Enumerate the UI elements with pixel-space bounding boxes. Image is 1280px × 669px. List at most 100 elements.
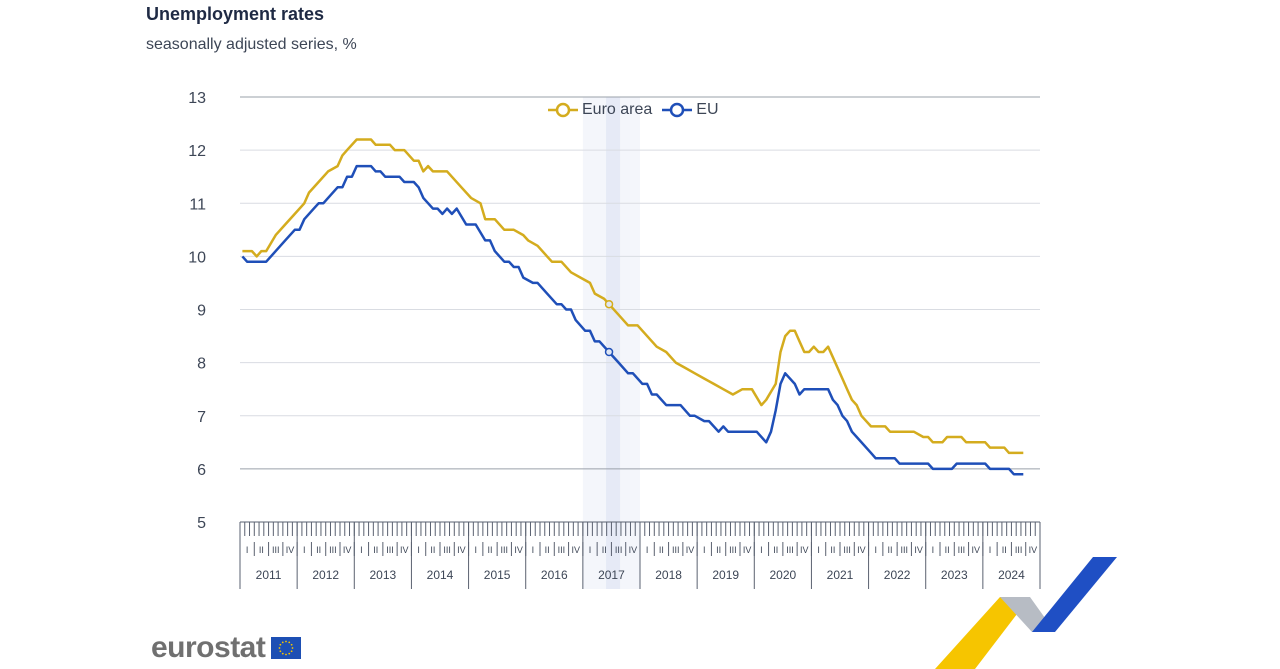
x-year-label: 2011 xyxy=(256,568,282,582)
x-year-label: 2016 xyxy=(541,568,568,582)
x-quarter-label: I xyxy=(760,545,763,555)
x-quarter-label: II xyxy=(487,545,492,555)
y-tick-label: 9 xyxy=(197,303,206,320)
x-year-label: 2015 xyxy=(484,568,511,582)
x-quarter-label: I xyxy=(874,545,877,555)
flag-star xyxy=(288,652,291,655)
x-year-label: 2024 xyxy=(998,568,1025,582)
legend-item-euro-area[interactable]: Euro area xyxy=(548,101,652,119)
flag-star xyxy=(278,647,281,649)
chart-subtitle: seasonally adjusted series, % xyxy=(146,36,357,53)
x-quarter-label: II xyxy=(316,545,321,555)
legend-label-eu: EU xyxy=(696,101,719,118)
x-year-label: 2014 xyxy=(427,568,454,582)
x-quarter-label: I xyxy=(532,545,535,555)
legend-eu-swatch xyxy=(662,102,693,118)
ribbon-blue-band xyxy=(1032,557,1117,632)
x-quarter-label: III xyxy=(272,545,280,555)
x-quarter-label: I xyxy=(703,545,706,555)
flag-star xyxy=(279,643,282,646)
x-quarter-label: IV xyxy=(800,545,809,555)
y-tick-label: 8 xyxy=(197,356,206,373)
x-quarter-label: IV xyxy=(743,545,752,555)
x-quarter-label: III xyxy=(329,545,337,555)
x-year-label: 2020 xyxy=(770,568,797,582)
x-quarter-label: IV xyxy=(457,545,466,555)
x-quarter-label: IV xyxy=(400,545,409,555)
x-quarter-label: I xyxy=(417,545,420,555)
x-quarter-label: IV xyxy=(1029,545,1038,555)
ribbon-yellow-band xyxy=(935,597,1030,669)
x-quarter-label: II xyxy=(1002,545,1007,555)
x-year-label: 2013 xyxy=(370,568,397,582)
flag-star xyxy=(282,652,285,655)
flag-star xyxy=(285,653,288,656)
flag-star xyxy=(291,643,293,646)
y-tick-label: 12 xyxy=(188,143,206,160)
y-tick-label: 11 xyxy=(189,196,206,213)
x-year-label: 2022 xyxy=(884,568,911,582)
x-quarter-label: III xyxy=(1015,545,1023,555)
chart-title: Unemployment rates xyxy=(146,4,325,24)
legend-euro-area-swatch xyxy=(548,102,578,118)
x-quarter-label: I xyxy=(589,545,592,555)
x-quarter-label: I xyxy=(646,545,649,555)
x-quarter-label: III xyxy=(558,545,566,555)
logo-text: eurostat xyxy=(151,631,266,664)
x-quarter-label: IV xyxy=(514,545,523,555)
x-quarter-label: I xyxy=(932,545,935,555)
x-quarter-label: III xyxy=(729,545,737,555)
y-tick-label: 5 xyxy=(197,515,206,532)
y-tick-label: 7 xyxy=(197,409,206,426)
x-quarter-label: II xyxy=(945,545,950,555)
x-quarter-label: IV xyxy=(343,545,352,555)
x-quarter-label: IV xyxy=(571,545,580,555)
x-quarter-label: III xyxy=(843,545,851,555)
x-quarter-label: I xyxy=(474,545,477,555)
x-quarter-label: IV xyxy=(914,545,923,555)
x-quarter-label: III xyxy=(958,545,966,555)
legend-item-eu[interactable]: EU xyxy=(662,101,719,119)
x-year-label: 2017 xyxy=(598,568,625,582)
x-quarter-label: III xyxy=(443,545,451,555)
x-year-label: 2021 xyxy=(827,568,854,582)
x-quarter-label: III xyxy=(501,545,509,555)
x-quarter-label: IV xyxy=(971,545,980,555)
x-quarter-label: II xyxy=(773,545,778,555)
flag-star xyxy=(285,640,288,643)
legend-label-euro-area: Euro area xyxy=(582,101,653,118)
x-quarter-label: II xyxy=(373,545,378,555)
flag-star xyxy=(291,650,293,653)
x-quarter-label: III xyxy=(901,545,909,555)
series-euro-area-line[interactable] xyxy=(242,138,1024,455)
x-quarter-label: I xyxy=(989,545,992,555)
x-year-label: 2012 xyxy=(312,568,339,582)
y-tick-label: 13 xyxy=(188,90,206,107)
eu-flag-icon xyxy=(271,637,302,659)
x-quarter-label: I xyxy=(817,545,820,555)
series-euro-area-marker[interactable] xyxy=(604,299,614,309)
eurostat-logo: eurostat xyxy=(151,631,302,665)
series-eu-line[interactable] xyxy=(241,164,1024,476)
x-quarter-label: III xyxy=(386,545,394,555)
x-quarter-label: I xyxy=(246,545,249,555)
y-tick-label: 6 xyxy=(197,462,206,479)
x-quarter-label: IV xyxy=(686,545,695,555)
x-quarter-label: II xyxy=(830,545,835,555)
series-eu-marker[interactable] xyxy=(604,347,614,357)
y-tick-label: 10 xyxy=(188,249,206,266)
x-quarter-label: III xyxy=(615,545,623,555)
x-quarter-label: II xyxy=(716,545,721,555)
x-quarter-label: III xyxy=(786,545,794,555)
x-year-label: 2018 xyxy=(655,568,682,582)
highlight-marker-band xyxy=(606,97,621,589)
x-year-label: 2023 xyxy=(941,568,968,582)
x-quarter-label: II xyxy=(659,545,664,555)
x-quarter-label: IV xyxy=(286,545,295,555)
x-quarter-label: I xyxy=(360,545,363,555)
x-quarter-label: II xyxy=(602,545,607,555)
x-quarter-label: IV xyxy=(629,545,638,555)
x-year-label: 2019 xyxy=(712,568,739,582)
decorative-ribbon xyxy=(935,557,1117,669)
